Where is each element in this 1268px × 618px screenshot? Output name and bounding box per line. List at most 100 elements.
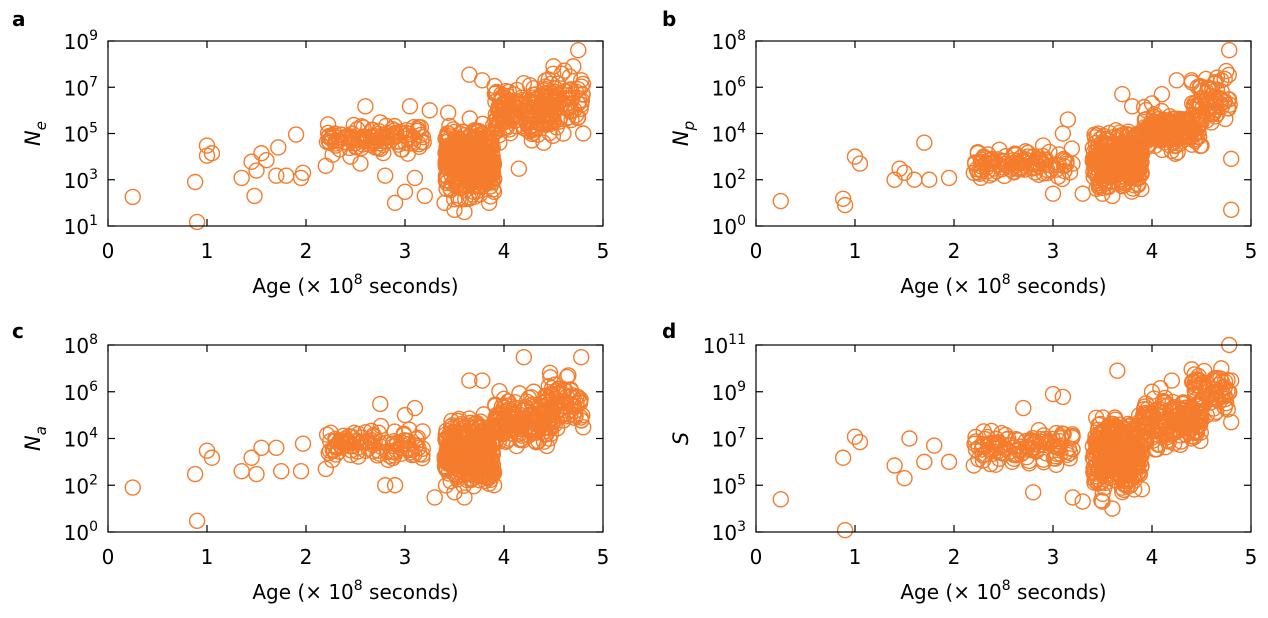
data-point xyxy=(1222,372,1240,389)
data-point xyxy=(124,479,141,496)
data-point xyxy=(1145,420,1162,438)
data-point xyxy=(1143,95,1161,112)
data-point xyxy=(544,94,561,111)
data-point xyxy=(906,171,923,188)
x-tick-label: 2 xyxy=(948,239,961,263)
x-tick-label: 4 xyxy=(498,545,511,569)
data-point xyxy=(1188,396,1206,413)
data-point xyxy=(570,42,587,59)
data-point xyxy=(1222,201,1240,219)
data-point xyxy=(1094,185,1111,202)
data-point xyxy=(982,455,999,473)
data-point xyxy=(408,437,425,454)
data-point xyxy=(497,82,515,100)
x-tick-label: 3 xyxy=(399,545,412,569)
data-point xyxy=(1104,500,1121,517)
y-tick-label: 104 xyxy=(712,121,746,147)
points-b xyxy=(772,42,1240,219)
data-point xyxy=(446,191,463,208)
data-point xyxy=(851,155,869,172)
data-point xyxy=(1047,156,1065,173)
data-point xyxy=(515,74,532,92)
data-point xyxy=(488,115,506,132)
data-point xyxy=(471,451,489,468)
data-point xyxy=(1024,484,1042,501)
data-point xyxy=(1129,175,1147,192)
data-point xyxy=(501,417,518,434)
panel-letter: d xyxy=(662,319,676,343)
data-point xyxy=(1090,125,1107,142)
data-point xyxy=(921,171,938,188)
data-point xyxy=(985,160,1002,177)
data-point xyxy=(523,120,540,138)
data-point xyxy=(253,439,270,457)
data-point xyxy=(461,372,478,389)
data-point xyxy=(1094,485,1111,503)
data-point xyxy=(834,449,852,466)
data-point xyxy=(466,160,483,177)
data-point xyxy=(1123,423,1141,440)
data-point xyxy=(515,349,532,366)
x-tick-label: 0 xyxy=(750,239,763,263)
data-point xyxy=(124,188,141,206)
x-tick-label: 2 xyxy=(300,239,313,263)
data-point xyxy=(1157,439,1174,456)
data-point xyxy=(487,418,505,436)
data-point xyxy=(510,160,528,177)
data-point xyxy=(487,84,505,102)
data-point xyxy=(480,194,498,212)
data-point xyxy=(436,451,454,469)
data-point xyxy=(438,180,455,198)
y-tick-label: 104 xyxy=(64,426,98,452)
data-point xyxy=(575,125,592,142)
data-point xyxy=(512,431,529,449)
data-point xyxy=(1171,405,1188,423)
data-point xyxy=(1093,458,1110,475)
plot-frame xyxy=(755,40,1252,227)
y-tick-label: 109 xyxy=(64,28,98,54)
data-point xyxy=(1168,72,1185,89)
data-point xyxy=(456,203,473,221)
data-point xyxy=(1024,148,1042,165)
data-point xyxy=(1088,409,1105,426)
data-point xyxy=(355,119,372,136)
data-point xyxy=(1154,131,1172,149)
data-point xyxy=(278,167,295,184)
data-point xyxy=(535,107,552,125)
data-point xyxy=(466,416,483,433)
data-point xyxy=(1105,164,1123,181)
data-point xyxy=(1005,152,1022,169)
data-point xyxy=(541,430,558,447)
data-point xyxy=(1088,468,1105,485)
y-tick-label: 109 xyxy=(712,379,746,405)
data-point xyxy=(1153,86,1171,103)
data-point xyxy=(1018,448,1035,466)
x-tick-label: 0 xyxy=(750,545,763,569)
data-point xyxy=(1126,481,1143,498)
data-point xyxy=(1183,72,1200,89)
data-point xyxy=(573,349,590,366)
data-point xyxy=(1096,479,1113,496)
data-point xyxy=(349,443,366,460)
data-point xyxy=(975,148,992,165)
data-point xyxy=(1222,413,1240,431)
data-point xyxy=(495,390,513,407)
data-point xyxy=(1163,372,1181,389)
data-point xyxy=(1193,412,1210,429)
y-tick-label: 108 xyxy=(64,332,98,358)
data-point xyxy=(268,439,285,457)
data-point xyxy=(270,139,287,156)
data-point xyxy=(1101,143,1119,161)
data-point xyxy=(985,439,1002,457)
data-point xyxy=(1218,394,1235,412)
data-point xyxy=(569,81,587,98)
data-point xyxy=(1206,390,1223,407)
data-point xyxy=(1187,377,1204,394)
data-point xyxy=(1054,388,1072,406)
data-point xyxy=(352,155,369,172)
data-point xyxy=(1208,69,1226,86)
data-point xyxy=(365,426,382,444)
data-point xyxy=(851,433,869,451)
data-point xyxy=(318,133,336,151)
data-point xyxy=(1052,429,1070,447)
